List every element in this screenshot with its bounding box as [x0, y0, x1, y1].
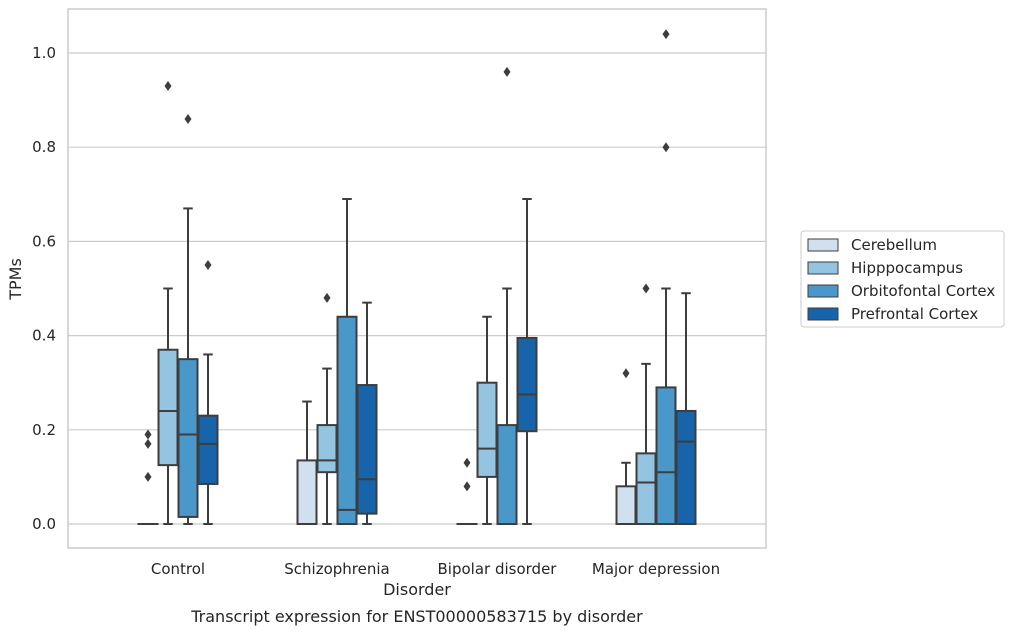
- legend-swatch: [807, 261, 839, 275]
- box-1-3: [356, 301, 378, 525]
- outlier-point: [144, 471, 152, 482]
- box-0-1: [157, 80, 179, 525]
- box-1-2: [336, 198, 358, 526]
- box-body: [177, 358, 199, 518]
- outlier-point: [323, 292, 331, 303]
- outlier-point: [463, 457, 471, 468]
- x-tick-label: Bipolar disorder: [438, 560, 558, 578]
- legend-swatch: [807, 307, 839, 321]
- box-body: [476, 381, 498, 478]
- box-body: [316, 424, 338, 474]
- x-tick-label: Schizophrenia: [284, 560, 389, 578]
- box-body: [516, 336, 538, 433]
- box-body: [496, 424, 518, 525]
- y-tick-label: 0.6: [32, 232, 56, 250]
- box-1-1: [316, 292, 338, 525]
- box-2-0: [456, 457, 478, 526]
- box-body: [336, 315, 358, 526]
- box-0-3: [197, 259, 219, 525]
- x-tick-label: Control: [151, 560, 205, 578]
- y-tick-label: 0.2: [32, 421, 56, 439]
- x-axis-label: Disorder: [383, 580, 451, 599]
- box-body: [356, 384, 378, 515]
- x-tick-label: Major depression: [592, 560, 720, 578]
- box-body: [655, 386, 677, 525]
- outlier-point: [503, 66, 511, 77]
- box-0-2: [177, 113, 199, 525]
- plot-area-frame: [67, 8, 767, 549]
- legend: Cerebellum Hipppocampus Orbitofontal Corte…: [800, 230, 1005, 328]
- box-body: [296, 459, 318, 526]
- box-body: [675, 409, 697, 525]
- box-body: [615, 485, 637, 526]
- legend-label: Orbitofontal Cortex: [851, 282, 995, 300]
- outlier-point: [204, 259, 212, 270]
- legend-label: Prefrontal Cortex: [851, 305, 978, 323]
- outlier-point: [164, 80, 172, 91]
- box-2-3: [516, 198, 538, 525]
- legend-frame: [800, 230, 1005, 328]
- boxes: [137, 29, 697, 526]
- box-3-3: [675, 292, 697, 525]
- outlier-point: [144, 429, 152, 440]
- box-0-0: [137, 429, 159, 526]
- box-body: [157, 348, 179, 467]
- outlier-point: [622, 368, 630, 379]
- y-tick-labels: 0.0 0.2 0.4 0.6 0.8 1.0: [32, 44, 56, 533]
- chart-caption: Transcript expression for ENST0000058371…: [190, 607, 643, 626]
- legend-label: Cerebellum: [851, 236, 937, 254]
- box-body: [197, 414, 219, 485]
- y-tick-label: 0.8: [32, 138, 56, 156]
- y-axis-label: TPMs: [6, 258, 25, 301]
- box-3-2: [655, 29, 677, 525]
- outlier-point: [662, 142, 670, 153]
- box-3-0: [615, 368, 637, 526]
- outlier-point: [642, 283, 650, 294]
- y-tick-label: 0.0: [32, 515, 56, 533]
- box-body: [635, 452, 657, 526]
- legend-swatch: [807, 238, 839, 252]
- box-2-1: [476, 315, 498, 525]
- outlier-point: [144, 438, 152, 449]
- box-1-0: [296, 400, 318, 526]
- y-tick-label: 1.0: [32, 44, 56, 62]
- box-3-1: [635, 283, 657, 526]
- x-tick-labels: Control Schizophrenia Bipolar disorder Majo…: [151, 560, 720, 578]
- legend-swatch: [807, 284, 839, 298]
- outlier-point: [184, 113, 192, 124]
- box-2-2: [496, 66, 518, 525]
- outlier-point: [463, 481, 471, 492]
- outlier-point: [662, 29, 670, 40]
- y-tick-label: 0.4: [32, 327, 56, 345]
- legend-label: Hipppocampus: [851, 259, 963, 277]
